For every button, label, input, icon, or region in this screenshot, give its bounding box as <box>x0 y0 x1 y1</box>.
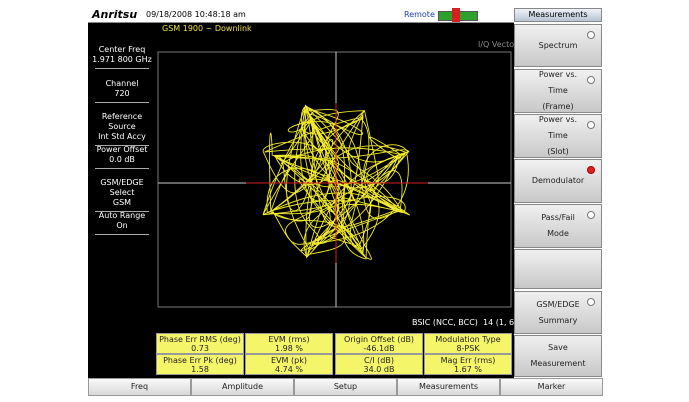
cell-value: 4.74 % <box>275 365 303 374</box>
brand: Anritsu <box>92 8 138 21</box>
cell-value: 1.98 % <box>275 344 303 353</box>
iq-trace <box>262 104 411 260</box>
table-cell: EVM (pk) 4.74 % <box>245 354 333 375</box>
label: Center Freq <box>98 45 146 54</box>
label: GSM/EDGE Select <box>100 178 144 197</box>
left-item: Center Freq 1.971 800 GHz <box>88 45 156 69</box>
softkey[interactable]: Save Measurement <box>514 335 602 377</box>
softkey-title: Measurements <box>514 8 602 22</box>
table-cell: Phase Err RMS (deg) 0.73 <box>156 333 244 354</box>
value: GSM <box>112 198 132 207</box>
value: On <box>116 221 128 230</box>
cell-label: Phase Err Pk (deg) <box>163 356 237 365</box>
cell-label: EVM (pk) <box>271 356 307 365</box>
table-cell: EVM (rms) 1.98 % <box>245 333 333 354</box>
table-cell: Origin Offset (dB) -46.1dB <box>335 333 423 354</box>
iq-plot <box>157 51 512 308</box>
value: 1.971 800 GHz <box>92 55 152 64</box>
softkey-text: Power vs. <box>538 115 578 124</box>
value: 720 <box>114 89 130 98</box>
value: 0.0 dB <box>109 155 135 164</box>
menu-tab[interactable]: Setup <box>294 378 397 396</box>
softkey-text: Time <box>548 86 568 95</box>
menu-tab[interactable]: Freq <box>88 378 191 396</box>
display-title: GSM 1900 ~ Downlink <box>162 24 252 33</box>
bsic-label: BSIC (NCC, BCC) <box>412 318 478 327</box>
table-cell: Modulation Type 8-PSK <box>424 333 512 354</box>
softkey-text: Spectrum <box>538 40 578 50</box>
label: Auto Range <box>98 211 146 220</box>
left-item: Auto Range On <box>88 211 156 235</box>
softkey[interactable]: Demodulator <box>514 159 602 203</box>
softkey[interactable]: Pass/Fail Mode <box>514 204 602 248</box>
bsic-value: 14 (1, 6) <box>483 318 518 327</box>
cell-value: 8-PSK <box>456 344 480 353</box>
table-cell: C/I (dB) 34.0 dB <box>335 354 423 375</box>
softkey-text: Pass/Fail <box>541 213 575 222</box>
menu-tab[interactable]: Amplitude <box>191 378 294 396</box>
softkey-text: Time <box>548 131 568 140</box>
softkey[interactable]: Spectrum <box>514 24 602 67</box>
cell-value: -46.1dB <box>363 344 395 353</box>
softkey[interactable]: Power vs. Time (Frame) <box>514 69 602 113</box>
cell-label: Mag Err (rms) <box>440 356 496 365</box>
softkey[interactable]: Power vs. Time (Slot) <box>514 114 602 158</box>
label: Power Offset <box>96 145 148 154</box>
view-label: I/Q Vector <box>478 40 518 49</box>
softkey-text: Mode <box>547 229 569 238</box>
left-item: GSM/EDGE Select GSM <box>88 178 156 212</box>
datetime: 09/18/2008 10:48:18 am <box>146 10 246 19</box>
menu-tab[interactable]: Marker <box>500 378 603 396</box>
softkey-text: Power vs. <box>538 70 578 79</box>
battery-marker <box>452 8 460 22</box>
cell-label: Phase Err RMS (deg) <box>159 335 241 344</box>
cell-value: 0.73 <box>191 344 209 353</box>
label: Channel <box>105 79 139 88</box>
left-item: Channel 720 <box>88 79 156 103</box>
bsic-label: BSIC (NCC, BCC) 14 (1, 6) <box>412 318 517 327</box>
plot-border <box>157 51 512 308</box>
cell-label: Modulation Type <box>435 335 501 344</box>
softkey-text: Measurement <box>530 359 586 368</box>
softkey-text: GSM/EDGE <box>536 299 580 309</box>
left-item: Reference Source Int Std Accy <box>88 112 156 146</box>
cell-value: 34.0 dB <box>363 365 395 374</box>
menu-tab[interactable]: Measurements <box>397 378 500 396</box>
softkey[interactable] <box>514 249 602 289</box>
cell-value: 1.67 % <box>454 365 482 374</box>
table-cell: Mag Err (rms) 1.67 % <box>424 354 512 375</box>
value: Int Std Accy <box>98 132 146 141</box>
softkey-text: (Slot) <box>547 147 569 156</box>
cell-value: 1.58 <box>191 365 209 374</box>
softkey-text: Save <box>548 343 568 352</box>
cell-label: Origin Offset (dB) <box>343 335 415 344</box>
table-cell: Phase Err Pk (deg) 1.58 <box>156 354 244 375</box>
cell-label: C/I (dB) <box>364 356 394 365</box>
softkey[interactable]: GSM/EDGE Summary <box>514 291 602 334</box>
left-item: Power Offset 0.0 dB <box>88 145 156 169</box>
softkey-text: Demodulator <box>531 176 585 185</box>
screen <box>88 22 514 378</box>
top-bar <box>88 8 514 23</box>
softkey-text: (Frame) <box>542 102 574 111</box>
cell-label: EVM (rms) <box>268 335 310 344</box>
softkey-text: Summary <box>538 315 578 325</box>
status: Remote <box>404 10 435 19</box>
label: Reference Source <box>101 112 143 131</box>
